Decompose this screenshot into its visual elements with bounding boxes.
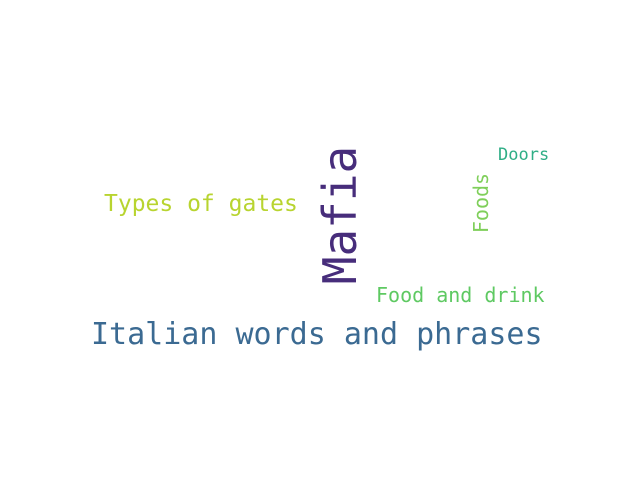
word-food-and-drink: Food and drink	[376, 283, 545, 307]
word-doors: Doors	[498, 145, 550, 165]
word-italian-words-and-phrases: Italian words and phrases	[91, 317, 543, 352]
word-foods: Foods	[469, 172, 493, 234]
word-mafia: Mafia	[313, 145, 367, 285]
word-types-of-gates: Types of gates	[104, 191, 298, 217]
